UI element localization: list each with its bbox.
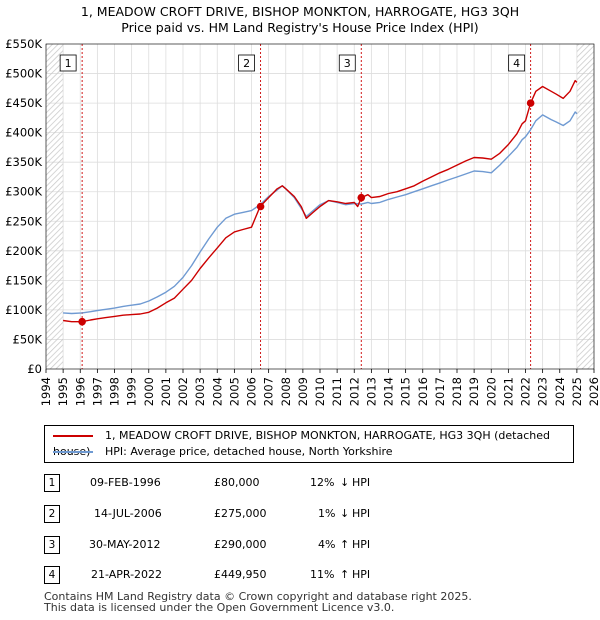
transaction-arrow: ↓	[340, 476, 350, 489]
transaction-arrow: ↓	[340, 507, 350, 520]
x-tick-label: 2012	[347, 377, 361, 406]
sale-point	[526, 99, 535, 107]
x-tick-label: 2001	[159, 377, 173, 406]
x-tick-label: 2022	[519, 377, 533, 406]
footer-copyright: Contains HM Land Registry data © Crown c…	[44, 590, 472, 603]
x-tick-label: 2004	[210, 377, 224, 406]
x-tick-label: 2016	[416, 377, 430, 406]
sale-label-box	[238, 54, 255, 72]
x-tick-label: 2026	[587, 377, 600, 406]
x-tick-label: 2017	[433, 377, 447, 406]
sale-label: 4	[513, 57, 520, 70]
x-tick-label: 2019	[467, 377, 481, 406]
x-tick-label: 2020	[484, 377, 498, 406]
transaction-price: £290,000	[214, 538, 267, 551]
price-chart: 1 2 3 4 £0 £50K £100K £150K £200K £250K £300K £350…	[5, 37, 600, 406]
sale-label-box	[59, 54, 77, 72]
y-tick-label: £200K	[5, 244, 42, 258]
x-tick-label: 1995	[56, 377, 70, 406]
y-tick-label: £250K	[5, 214, 42, 228]
legend-item-property: 1, MEADOW CROFT DRIVE, BISHOP MONKTON, H…	[53, 428, 573, 458]
legend-label-hpi: HPI: Average price, detached house, Nort…	[105, 445, 393, 458]
x-tick-label: 2018	[450, 377, 464, 406]
transaction-pct: 4%	[318, 538, 336, 551]
x-tick-label: 2005	[227, 377, 241, 406]
x-tick-label: 2003	[193, 377, 207, 406]
x-tick-label: 2024	[553, 377, 567, 406]
transaction-date: 21-APR-2022	[91, 568, 163, 581]
y-tick-label: £100K	[5, 303, 42, 317]
transaction-badge: 4	[44, 566, 60, 584]
transaction-row: 4 21-APR-2022 £449,950 11% ↑ HPI	[44, 566, 584, 584]
transaction-hpi: HPI	[352, 476, 371, 489]
transaction-price: £449,950	[214, 568, 267, 581]
sale-label-box	[338, 54, 356, 72]
x-tick-label: 1998	[108, 377, 122, 406]
transaction-hpi: HPI	[352, 538, 371, 551]
transaction-badge: 3	[44, 536, 60, 554]
series-line-property	[63, 79, 578, 323]
transaction-hpi: HPI	[352, 507, 371, 520]
transaction-row: 1 09-FEB-1996 £80,000 12% ↓ HPI	[44, 474, 584, 492]
y-tick-label: £0	[27, 362, 42, 376]
transaction-row: 2 14-JUL-2006 £275,000 1% ↓ HPI	[44, 505, 584, 523]
x-tick-label: 2010	[313, 377, 327, 406]
y-tick-label: £450K	[5, 96, 42, 110]
transaction-pct: 11%	[310, 568, 335, 581]
chart-title-line2: Price paid vs. HM Land Registry's House …	[121, 20, 479, 35]
sale-label: 3	[344, 57, 351, 70]
transaction-badge: 2	[44, 505, 60, 523]
y-tick-label: £500K	[5, 67, 42, 81]
transaction-hpi: HPI	[352, 568, 371, 581]
transaction-price: £275,000	[214, 507, 267, 520]
x-tick-label: 2013	[364, 377, 378, 406]
transaction-badge: 1	[44, 474, 60, 492]
sale-label: 1	[65, 57, 72, 70]
x-tick-label: 2009	[296, 377, 310, 406]
x-tick-label: 1994	[39, 377, 53, 406]
y-tick-label: £50K	[13, 332, 43, 346]
sale-point	[357, 193, 366, 202]
footer-license: This data is licensed under the Open Gov…	[44, 601, 395, 614]
y-tick-label: £300K	[5, 185, 42, 199]
transaction-arrow: ↑	[340, 538, 350, 551]
transaction-pct: 1%	[318, 507, 336, 520]
legend-swatch-hpi	[53, 451, 93, 453]
x-tick-label: 2014	[382, 377, 396, 406]
legend-swatch-property	[53, 435, 93, 437]
sale-label-box	[508, 54, 526, 72]
x-tick-label: 2023	[536, 377, 550, 406]
x-tick-label: 2025	[570, 377, 584, 406]
sale-point	[256, 202, 265, 211]
x-tick-label: 2000	[142, 377, 156, 406]
transaction-pct: 12%	[310, 476, 335, 489]
transaction-price: £80,000	[214, 476, 260, 489]
x-tick-label: 1999	[125, 377, 139, 406]
x-tick-label: 2007	[262, 377, 276, 406]
hatched-region	[576, 44, 594, 369]
y-tick-label: £350K	[5, 155, 42, 169]
x-tick-label: 2021	[501, 377, 515, 406]
y-tick-label: £150K	[5, 273, 42, 287]
hatched-region	[46, 44, 64, 369]
transaction-date: 14-JUL-2006	[94, 507, 162, 520]
transaction-date: 30-MAY-2012	[89, 538, 161, 551]
transaction-arrow: ↑	[340, 568, 350, 581]
x-tick-label: 2008	[279, 377, 293, 406]
chart-title-line1: 1, MEADOW CROFT DRIVE, BISHOP MONKTON, H…	[80, 4, 520, 19]
x-tick-label: 2011	[330, 377, 344, 406]
legend-item-hpi: HPI: Average price, detached house, Nort…	[53, 444, 393, 460]
x-tick-label: 2002	[176, 377, 190, 406]
x-tick-label: 1996	[73, 377, 87, 406]
transaction-row: 3 30-MAY-2012 £290,000 4% ↑ HPI	[44, 536, 584, 554]
x-tick-label: 1997	[90, 377, 104, 406]
y-tick-label: £400K	[5, 126, 42, 140]
legend: 1, MEADOW CROFT DRIVE, BISHOP MONKTON, H…	[44, 425, 574, 463]
x-tick-label: 2015	[399, 377, 413, 406]
sale-label: 2	[243, 57, 250, 70]
x-tick-label: 2006	[245, 377, 259, 406]
transaction-date: 09-FEB-1996	[90, 476, 161, 489]
y-tick-label: £550K	[5, 37, 42, 51]
sale-point	[78, 317, 86, 326]
